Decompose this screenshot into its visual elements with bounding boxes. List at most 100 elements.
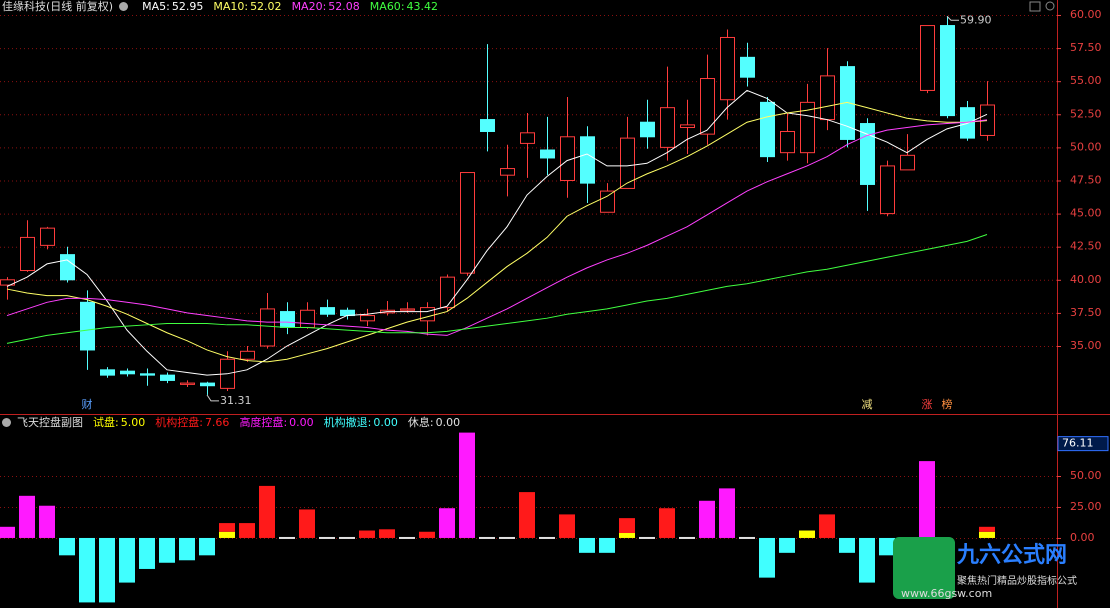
rest-mark bbox=[539, 536, 555, 539]
candle-body bbox=[580, 136, 595, 184]
bar bbox=[859, 537, 875, 583]
bar bbox=[179, 537, 195, 561]
ma-line bbox=[6, 234, 988, 344]
legend-value: 52.95 bbox=[171, 0, 204, 13]
bar bbox=[99, 537, 115, 603]
bar bbox=[519, 492, 535, 538]
rest-mark bbox=[499, 536, 515, 539]
legend-value: 52.08 bbox=[328, 0, 360, 13]
y-tick-label: 47.50 bbox=[1070, 173, 1102, 186]
legend-value: 0.00 bbox=[373, 415, 398, 429]
legend-name: MA20 bbox=[292, 0, 327, 13]
legend-name: 机构撤退 bbox=[324, 414, 372, 430]
signal-label: 减 bbox=[862, 398, 873, 411]
bar bbox=[919, 461, 935, 538]
ma-line bbox=[6, 101, 988, 363]
candle-body bbox=[440, 276, 455, 309]
rest-mark bbox=[739, 536, 755, 539]
menu-icon[interactable] bbox=[119, 1, 129, 11]
signal-label: 涨 bbox=[922, 398, 933, 411]
bar bbox=[119, 537, 135, 583]
annotation-label: 31.31 bbox=[220, 394, 252, 407]
main-legend: 佳缘科技(日线 前复权) MA552.95 MA1052.02 MA2052.08 M… bbox=[2, 0, 440, 13]
annotation-label: 59.90 bbox=[960, 13, 992, 26]
bar bbox=[799, 530, 815, 538]
legend-value: 5.00 bbox=[120, 415, 146, 429]
bar bbox=[219, 531, 235, 538]
candle-body bbox=[520, 132, 535, 144]
bar bbox=[259, 485, 275, 538]
legend-value: 52.02 bbox=[250, 0, 282, 13]
y-tick-label: 45.00 bbox=[1070, 207, 1102, 220]
signal-label: 榜 bbox=[942, 397, 953, 411]
bar bbox=[619, 533, 635, 538]
candle-body bbox=[680, 124, 695, 129]
rest-mark bbox=[399, 536, 415, 539]
window-icon[interactable] bbox=[1029, 1, 1041, 12]
settings-icon[interactable] bbox=[1045, 1, 1055, 11]
candle-body bbox=[320, 307, 335, 315]
bar bbox=[19, 495, 35, 538]
current-value-label: 76.11 bbox=[1062, 437, 1094, 450]
watermark-name: 九六公式网 bbox=[957, 543, 1068, 568]
candle-body bbox=[420, 307, 435, 322]
bar bbox=[879, 537, 895, 556]
bar bbox=[559, 514, 575, 538]
candle-body bbox=[100, 369, 115, 376]
candle-body bbox=[40, 227, 55, 246]
candle-body bbox=[300, 309, 315, 328]
candle-body bbox=[260, 308, 275, 347]
y-tick-label: 42.50 bbox=[1070, 240, 1102, 253]
candle-body bbox=[140, 373, 155, 376]
bar bbox=[699, 500, 715, 538]
candle-body bbox=[740, 56, 755, 78]
bar bbox=[0, 526, 15, 538]
candle-body bbox=[480, 119, 495, 132]
candle-body bbox=[940, 25, 955, 117]
bar bbox=[659, 508, 675, 538]
menu-icon[interactable] bbox=[2, 417, 11, 427]
legend-name: MA10 bbox=[213, 0, 248, 13]
annotation-arrow bbox=[946, 15, 959, 21]
candle-body bbox=[840, 66, 855, 140]
candle-body bbox=[820, 75, 835, 121]
bar bbox=[359, 530, 375, 538]
bar bbox=[159, 537, 175, 563]
legend-value: 7.66 bbox=[204, 415, 230, 429]
y-tick-label: 40.00 bbox=[1070, 273, 1102, 286]
legend-name: 机构控盘 bbox=[155, 414, 203, 430]
bar bbox=[139, 537, 155, 569]
bar bbox=[59, 537, 75, 556]
bar bbox=[819, 514, 835, 538]
candle-body bbox=[700, 78, 715, 135]
candle-body bbox=[760, 101, 775, 158]
legend-value: 43.42 bbox=[406, 0, 439, 13]
candle-body bbox=[920, 25, 935, 91]
bar bbox=[79, 537, 95, 603]
candle-body bbox=[500, 168, 515, 176]
watermark: 九六公式网 聚焦热门精品炒股指标公式 www.66gsw.com bbox=[893, 537, 1110, 608]
legend-value: 0.00 bbox=[435, 415, 461, 429]
y-tick-label: 50.00 bbox=[1070, 469, 1102, 482]
bar bbox=[719, 488, 735, 538]
candle-body bbox=[540, 149, 555, 159]
candle-body bbox=[880, 165, 895, 215]
candle-body bbox=[240, 350, 255, 360]
rest-mark bbox=[639, 536, 655, 539]
candle-body bbox=[860, 123, 875, 185]
y-tick-label: 35.00 bbox=[1070, 339, 1102, 352]
bar bbox=[299, 509, 315, 538]
bar bbox=[459, 432, 475, 538]
y-tick-label: 25.00 bbox=[1070, 500, 1102, 513]
bar bbox=[759, 537, 775, 578]
candle-body bbox=[600, 190, 615, 213]
y-tick-label: 50.00 bbox=[1070, 140, 1102, 153]
sub-legend: 飞天控盘副图 试盘5.00机构控盘7.66高度控盘0.00机构撤退0.00休息0… bbox=[2, 414, 462, 430]
bar bbox=[199, 537, 215, 556]
bar bbox=[379, 529, 395, 538]
stock-title: 佳缘科技(日线 前复权) bbox=[2, 0, 114, 13]
ma-line bbox=[6, 89, 988, 376]
candle-body bbox=[620, 137, 635, 189]
